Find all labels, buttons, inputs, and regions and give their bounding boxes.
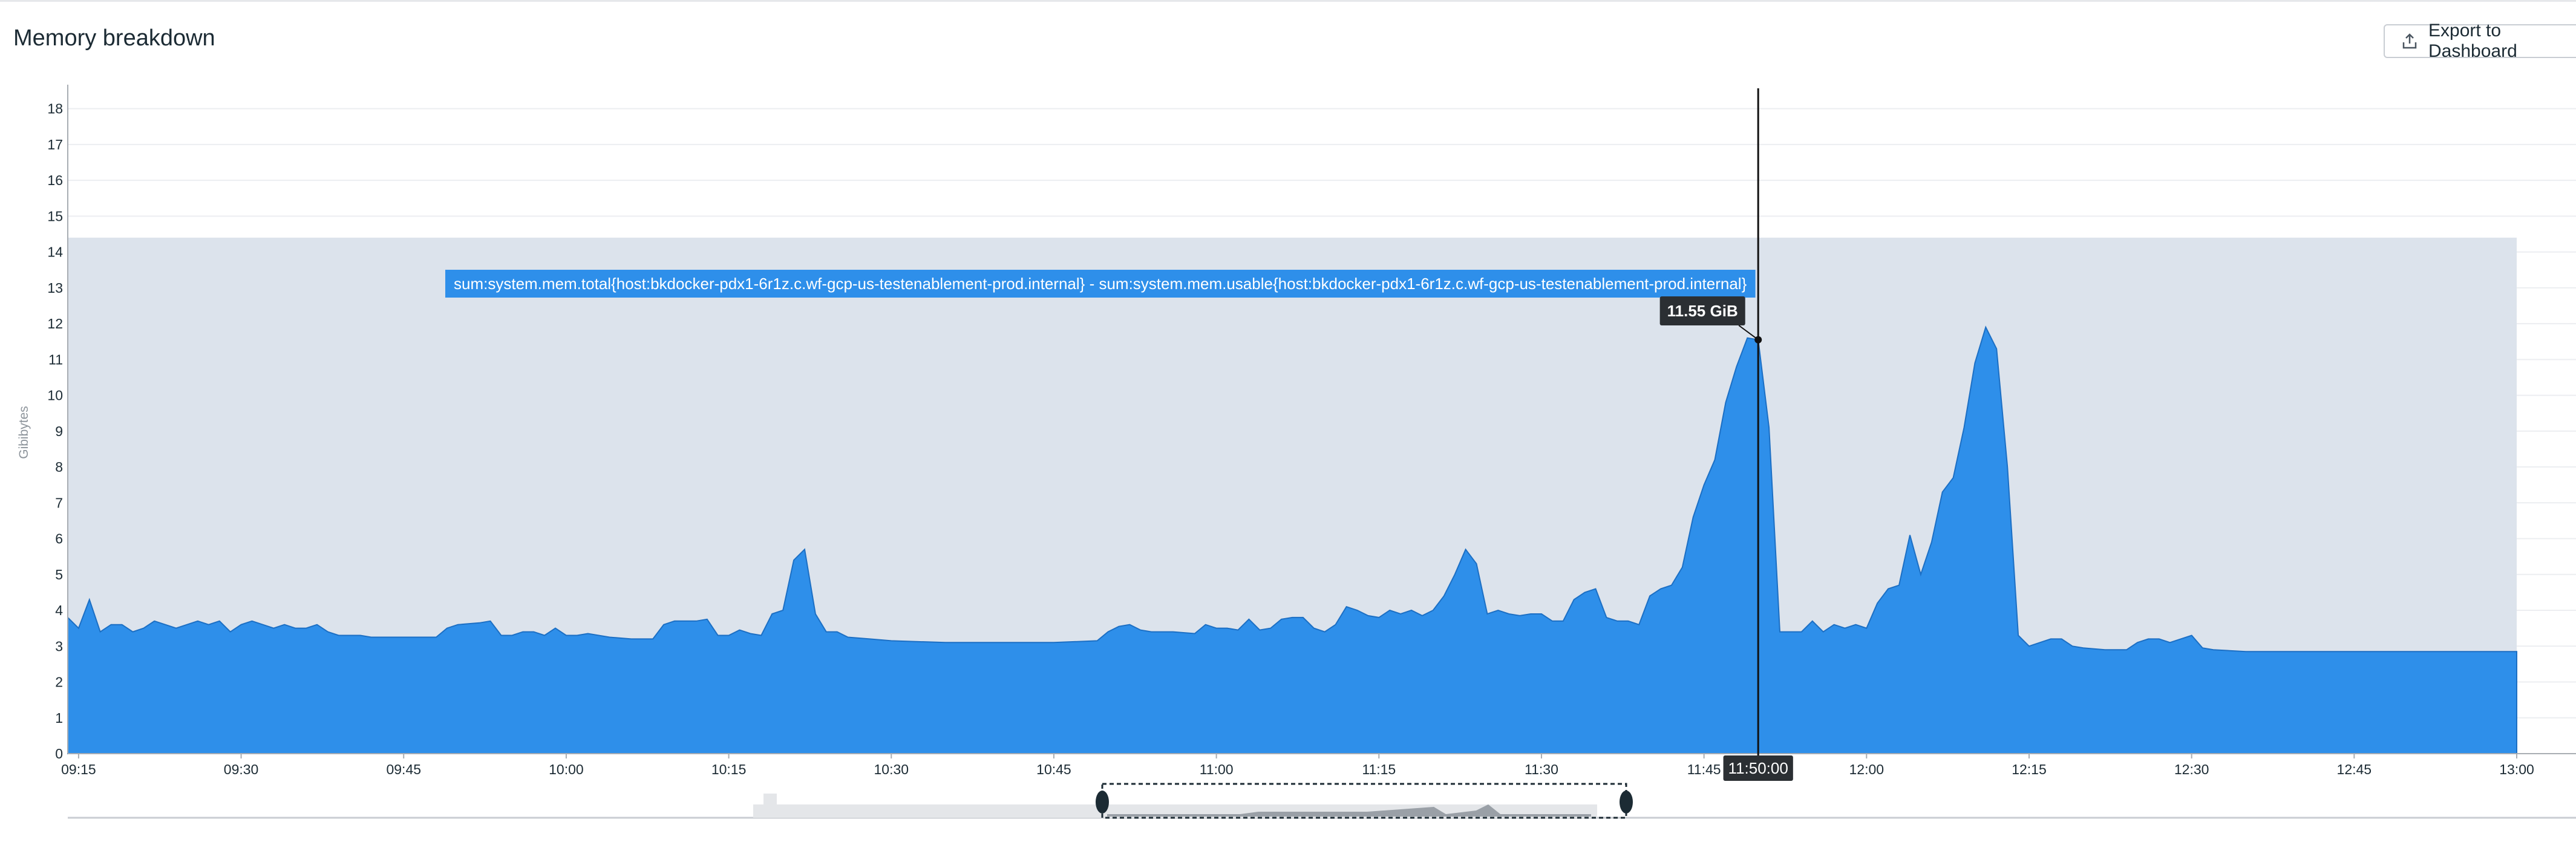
x-tick-label: 12:00 <box>1849 762 1885 777</box>
series-label: sum:system.mem.total{host:bkdocker-pdx1-… <box>445 270 1756 298</box>
x-tick-label: 10:00 <box>549 762 584 777</box>
upload-icon <box>2401 32 2419 50</box>
x-tick-label: 11:15 <box>1362 762 1396 777</box>
x-tick-label: 10:45 <box>1036 762 1071 777</box>
navigator-right-handle[interactable] <box>1620 791 1633 814</box>
hover-value-tooltip: 11.55 GiB <box>1659 296 1745 325</box>
export-button-label: Export to Dashboard <box>2428 21 2517 61</box>
navigator-minichart <box>1107 804 1591 817</box>
y-tick-label: 7 <box>55 495 63 510</box>
hover-time-tooltip: 11:50:00 <box>1723 755 1793 781</box>
time-navigator[interactable] <box>68 783 2576 819</box>
y-axis-label: Gibibytes <box>17 406 31 459</box>
y-tick-label: 9 <box>55 423 63 439</box>
series-area[interactable] <box>67 325 2517 754</box>
x-tick-label: 10:30 <box>874 762 909 777</box>
x-tick-label: 11:30 <box>1525 762 1558 777</box>
hover-connector <box>1738 325 1759 341</box>
y-tick-label: 15 <box>47 208 63 224</box>
y-tick-label: 14 <box>47 244 63 260</box>
y-tick-label: 10 <box>47 388 63 403</box>
page-title: Memory breakdown <box>13 25 215 51</box>
x-axis-ticks: 09:15 09:30 09:45 10:00 10:15 10:30 10:45 11:00… <box>61 754 2534 777</box>
series-label-text: sum:system.mem.total{host:bkdocker-pdx1-… <box>454 275 1747 293</box>
navigator-left-handle[interactable] <box>1096 791 1109 814</box>
x-tick-label: 12:15 <box>2012 762 2047 777</box>
hover-time-label: 11:50:00 <box>1728 759 1788 777</box>
y-tick-label: 17 <box>47 137 63 152</box>
y-tick-label: 16 <box>47 172 63 188</box>
x-tick-label: 11:45 <box>1687 762 1721 777</box>
x-tick-label: 09:30 <box>224 762 259 777</box>
x-tick-label: 13:00 <box>2499 762 2534 777</box>
navigator-track-spike <box>763 794 777 806</box>
x-tick-label: 11:00 <box>1200 762 1234 777</box>
x-tick-label: 09:45 <box>386 762 421 777</box>
y-tick-label: 5 <box>55 567 63 582</box>
y-tick-label: 18 <box>47 101 63 117</box>
hover-value-label: 11.55 GiB <box>1667 302 1738 320</box>
y-tick-label: 8 <box>55 459 63 475</box>
y-tick-label: 0 <box>55 746 63 762</box>
y-tick-label: 11 <box>48 351 63 367</box>
x-tick-label: 10:15 <box>711 762 747 777</box>
x-tick-label: 09:15 <box>61 762 96 777</box>
y-tick-label: 1 <box>55 710 63 726</box>
y-tick-label: 13 <box>47 280 63 296</box>
y-tick-label: 4 <box>55 602 63 618</box>
x-tick-label: 12:45 <box>2337 762 2372 777</box>
y-tick-label: 3 <box>55 638 63 654</box>
hover-point <box>1754 336 1762 344</box>
export-to-dashboard-button[interactable]: Export to Dashboard <box>2384 21 2576 61</box>
y-tick-label: 2 <box>55 674 63 690</box>
top-border <box>0 0 2576 2</box>
x-tick-label: 12:30 <box>2174 762 2209 777</box>
y-tick-label: 6 <box>55 531 63 547</box>
y-tick-label: 12 <box>47 316 63 331</box>
